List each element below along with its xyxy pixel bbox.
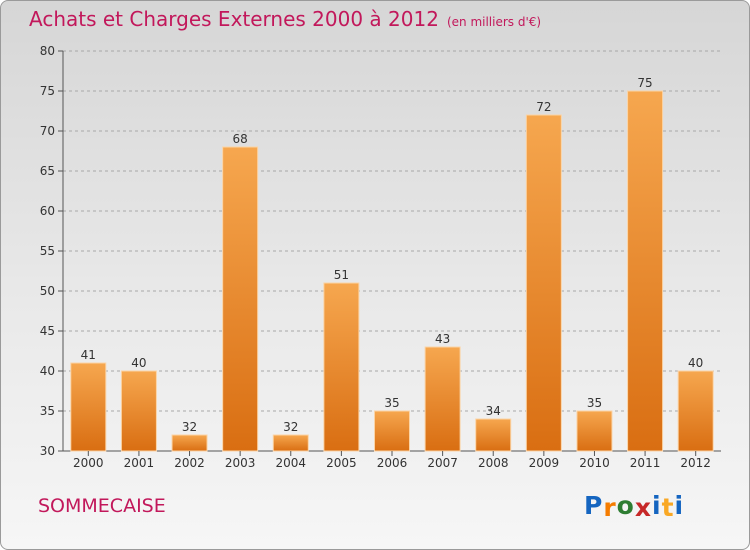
bar-2006 <box>374 410 410 452</box>
bar-2004 <box>272 434 309 452</box>
y-tick-label: 50 <box>40 284 55 298</box>
data-label-2004: 32 <box>283 420 298 434</box>
x-tick-label-2010: 2010 <box>579 456 610 470</box>
y-tick-label: 45 <box>40 324 55 338</box>
logo-letter: i <box>674 491 685 520</box>
x-tick-label-2001: 2001 <box>124 456 155 470</box>
x-tick-label-2005: 2005 <box>326 456 357 470</box>
x-tick-label-2000: 2000 <box>73 456 104 470</box>
y-tick-label: 40 <box>40 364 55 378</box>
y-tick-label: 75 <box>40 84 55 98</box>
bar-2012 <box>677 370 714 452</box>
data-label-2006: 35 <box>384 396 399 410</box>
data-label-2002: 32 <box>182 420 197 434</box>
logo-letter: t <box>661 493 675 522</box>
chart-title: Achats et Charges Externes 2000 à 2012 (e… <box>29 7 541 31</box>
data-label-2009: 72 <box>536 100 551 114</box>
data-label-2008: 34 <box>486 404 501 418</box>
x-tick-label-2008: 2008 <box>478 456 509 470</box>
bar-2011 <box>627 90 664 452</box>
bar-2003 <box>222 146 259 452</box>
bar-2007 <box>424 346 461 452</box>
data-label-2012: 40 <box>688 356 703 370</box>
y-tick-label: 80 <box>40 44 55 58</box>
data-label-2011: 75 <box>637 76 652 90</box>
data-label-2007: 43 <box>435 332 450 346</box>
x-tick-label-2004: 2004 <box>275 456 306 470</box>
y-tick-label: 30 <box>40 444 55 458</box>
proxiti-logo: Proxiti <box>584 491 685 522</box>
bar-2010 <box>576 410 613 452</box>
logo-letter: x <box>634 493 652 522</box>
y-tick-label: 35 <box>40 404 55 418</box>
bar-2005 <box>323 282 360 452</box>
data-label-2001: 40 <box>131 356 146 370</box>
logo-letter: r <box>603 493 617 522</box>
x-tick-label-2007: 2007 <box>427 456 458 470</box>
bar-2001 <box>120 370 157 452</box>
data-label-2010: 35 <box>587 396 602 410</box>
data-label-2000: 41 <box>81 348 96 362</box>
logo-letter: o <box>616 491 635 520</box>
chart-subtitle: (en milliers d'€) <box>446 15 542 29</box>
bar-2008 <box>475 418 512 452</box>
x-tick-label-2011: 2011 <box>630 456 661 470</box>
x-tick-label-2002: 2002 <box>174 456 205 470</box>
logo-letter: i <box>652 491 662 520</box>
y-tick-label: 60 <box>40 204 55 218</box>
data-label-2003: 68 <box>233 132 248 146</box>
y-tick-label: 55 <box>40 244 55 258</box>
x-tick-label-2009: 2009 <box>529 456 560 470</box>
logo-letter: P <box>584 491 604 520</box>
y-tick-label: 70 <box>40 124 55 138</box>
bar-2002 <box>171 434 208 452</box>
commune-name: SOMMECAISE <box>38 495 166 517</box>
y-tick-label: 65 <box>40 164 55 178</box>
x-tick-label-2003: 2003 <box>225 456 256 470</box>
x-tick-label-2006: 2006 <box>377 456 408 470</box>
bar-2009 <box>525 114 562 452</box>
x-tick-label-2012: 2012 <box>680 456 711 470</box>
data-label-2005: 51 <box>334 268 349 282</box>
bar-2000 <box>70 362 107 452</box>
title-text: Achats et Charges Externes 2000 à 2012 <box>29 7 439 31</box>
